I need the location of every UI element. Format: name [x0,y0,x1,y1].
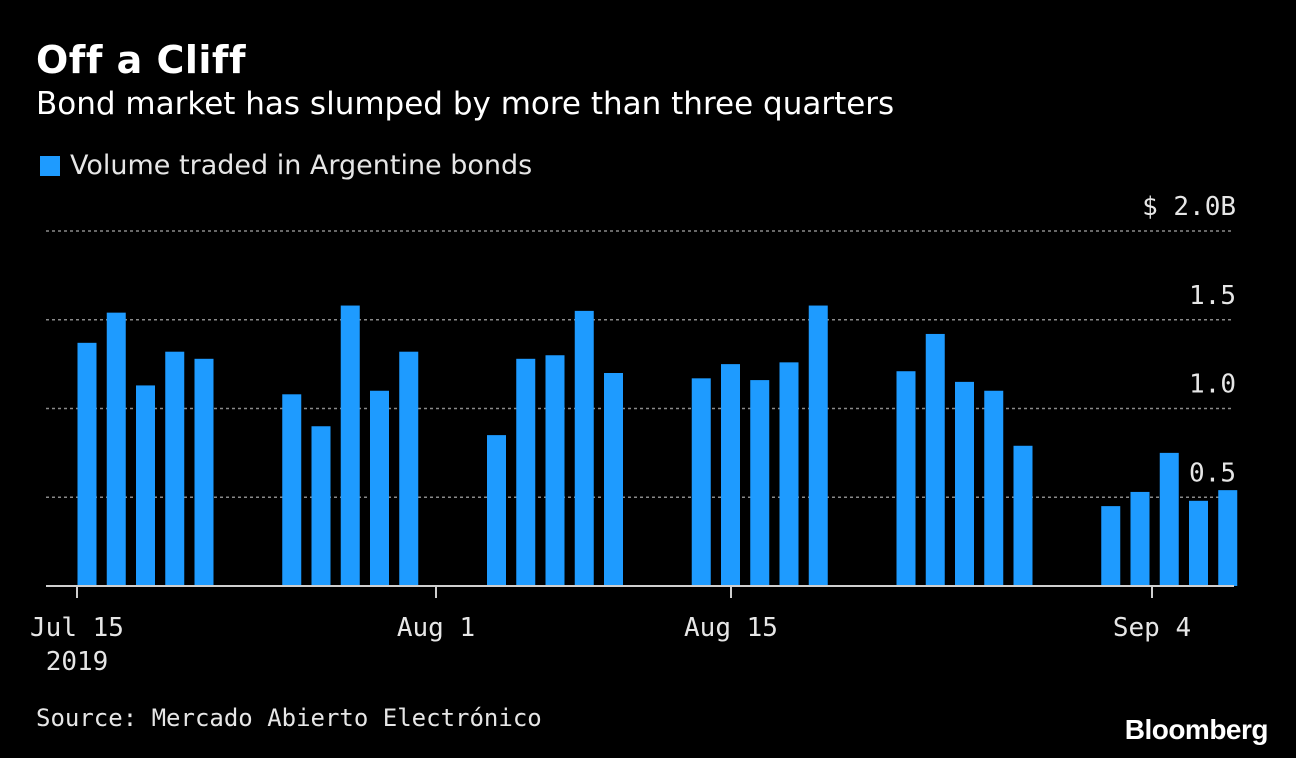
legend: Volume traded in Argentine bonds [40,150,532,181]
bar [750,380,770,586]
bar [399,351,419,586]
bar [955,381,974,586]
bar [1189,500,1208,586]
bar [136,385,155,586]
bar [1159,452,1179,586]
bar [311,426,331,586]
bar [545,355,565,586]
bar [896,371,916,586]
legend-label: Volume traded in Argentine bonds [70,150,533,181]
y-tick-label: 1.0 [1189,370,1236,400]
bar [1013,445,1033,586]
y-tick-label: 0.5 [1189,458,1236,488]
bar [808,305,828,586]
y-tick-label: 1.5 [1189,281,1236,311]
bar [1130,491,1150,586]
bar [925,333,945,586]
bar [370,390,389,586]
bar [282,394,302,586]
chart-subtitle: Bond market has slumped by more than thr… [36,86,895,122]
bar [194,358,214,586]
bar [77,342,97,586]
x-tick-label: Sep 4 [1113,613,1191,643]
chart-title: Off a Cliff [36,38,246,82]
bar [516,358,536,586]
bar [691,378,711,586]
bar [779,362,799,586]
bar [106,312,126,586]
bar [165,351,185,586]
bloomberg-logo: Bloomberg [1124,714,1269,745]
x-tick-label: Jul 15 [30,613,124,643]
bar [604,373,623,586]
legend-swatch [40,155,60,176]
x-tick-label: Aug 15 [684,613,778,643]
bar [1101,506,1121,586]
bar [574,310,594,586]
bar [1218,490,1238,586]
bar [721,364,740,586]
bar [340,305,360,586]
y-tick-label: $ 2.0B [1142,192,1236,222]
bar [487,435,506,586]
source-note: Source: Mercado Abierto Electrónico [36,704,542,732]
x-tick-year: 2019 [46,647,109,677]
x-tick-label: Aug 1 [397,613,475,643]
bar [984,390,1004,586]
